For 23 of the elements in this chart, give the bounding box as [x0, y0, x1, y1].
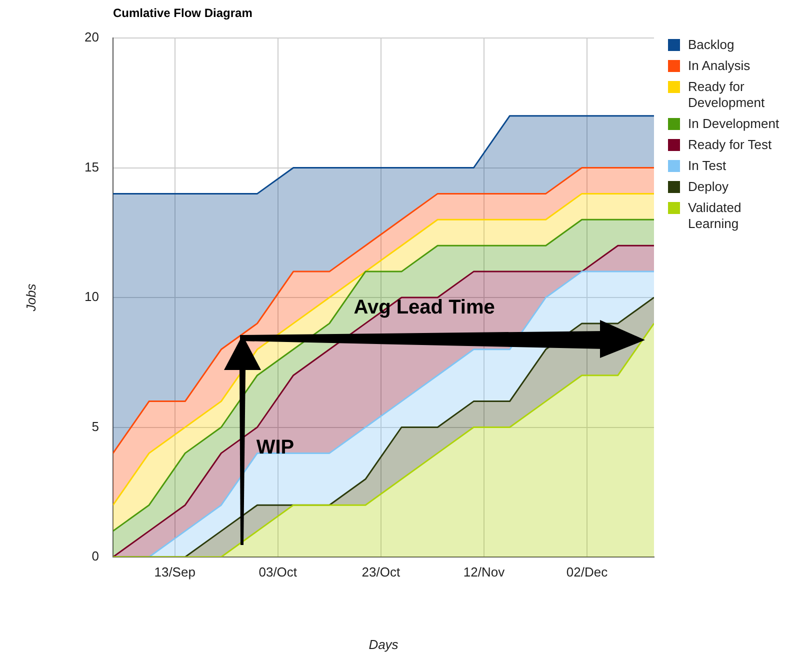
- chart-title: Cumlative Flow Diagram: [113, 6, 252, 20]
- legend-label: Backlog: [688, 37, 734, 53]
- x-tick-label: 03/Oct: [258, 564, 298, 580]
- legend-label: In Test: [688, 158, 726, 174]
- legend-label: Deploy: [688, 179, 728, 195]
- y-tick-label: 0: [92, 548, 99, 564]
- legend-label: In Analysis: [688, 58, 750, 74]
- legend-label: Ready for Development: [688, 79, 766, 111]
- annotation: WIP: [256, 436, 294, 459]
- x-tick-label: 23/Oct: [362, 564, 400, 580]
- x-tick-label: 02/Dec: [566, 564, 608, 580]
- y-tick-label: 10: [84, 289, 99, 304]
- legend-label: In Development: [688, 116, 780, 132]
- x-axis-title: Days: [368, 636, 399, 652]
- legend-label: Ready for Test: [688, 137, 772, 153]
- y-tick-label: 20: [84, 30, 99, 45]
- legend-label: Validated Learning: [688, 200, 742, 232]
- y-axis-title: Jobs: [23, 283, 38, 312]
- annotation: Avg Lead Time: [354, 296, 495, 318]
- y-tick-label: 15: [84, 159, 99, 174]
- y-tick-label: 5: [92, 418, 99, 434]
- x-tick-label: 12/Nov: [463, 564, 506, 580]
- x-tick-label: 13/Sep: [154, 564, 196, 580]
